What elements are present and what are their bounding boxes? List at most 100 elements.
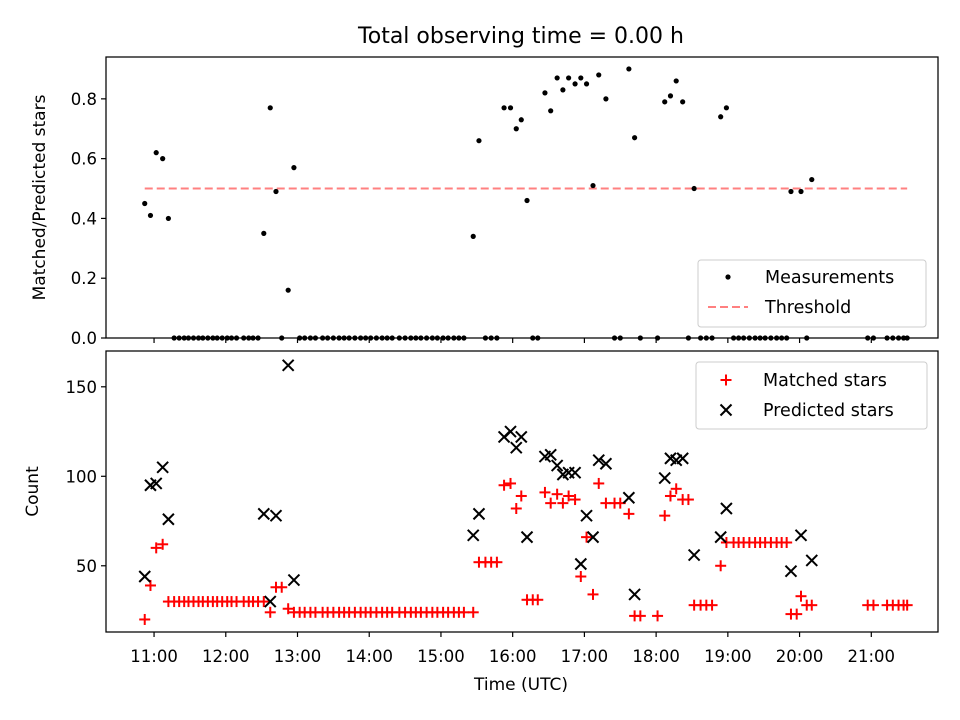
bottom-legend-box [695, 361, 928, 430]
matched-star-point [264, 606, 276, 618]
measurement-point [680, 99, 686, 105]
measurement-point [673, 78, 679, 84]
measurement-point [554, 75, 560, 81]
predicted-star-point [281, 359, 295, 372]
measurement-point [233, 335, 240, 341]
measurement-point [494, 335, 500, 341]
matched-star-point [282, 603, 294, 615]
measurement-point [809, 176, 815, 183]
measurement-point [578, 75, 584, 81]
matched-star-point [505, 477, 517, 489]
predicted-star-point [544, 448, 557, 462]
measurement-point [513, 126, 519, 132]
matched-star-point [682, 494, 694, 506]
matched-star-point [623, 508, 635, 520]
predicted-star-point [264, 595, 277, 608]
measurement-point [518, 117, 524, 123]
measurement-point [451, 335, 457, 341]
measurement-point [408, 335, 414, 341]
matched-star-point [806, 599, 818, 611]
measurement-point [723, 105, 730, 111]
measurement-point [590, 182, 596, 189]
predicted-star-point [520, 530, 534, 544]
measurement-point [890, 335, 896, 341]
chart-title: Total observing time = 0.00 h [357, 24, 684, 49]
measurement-point [325, 335, 331, 341]
measurement-point [291, 165, 297, 171]
measurement-point [476, 138, 482, 144]
top-panel: 0.00.20.40.60.8 Matched/Predicted stars … [30, 56, 939, 348]
bottom-panel: 50 100 150 11:00 12:00 13:00 14:00 15:00 16:00 1… [23, 350, 939, 695]
predicted-star-point [287, 573, 301, 587]
measurement-point [429, 335, 435, 341]
measurement-point [548, 108, 554, 114]
measurement-point [697, 335, 704, 341]
matched-star-point [563, 490, 575, 502]
measurement-point [181, 335, 187, 341]
measurement-point [611, 335, 618, 341]
measurement-point [320, 335, 326, 341]
measurement-point [246, 335, 252, 341]
measurement-point [865, 335, 871, 341]
matched-star-point [157, 538, 169, 550]
measurement-point [219, 335, 225, 341]
matched-star-point [652, 610, 664, 622]
matched-star-point [557, 497, 569, 509]
measurement-point [261, 230, 267, 236]
top-y-axis-label: Matched/Predicted stars [30, 94, 50, 300]
bottom-y-axis-label: Count [23, 466, 43, 517]
bottom-x-tick-label: 12:00 [202, 647, 250, 666]
measurement-point [346, 335, 352, 341]
predicted-star-point [794, 529, 808, 542]
matched-star-point [575, 571, 587, 583]
matched-star-point [276, 581, 288, 593]
top-legend: Measurements Threshold [697, 259, 927, 328]
measurement-point [560, 87, 566, 93]
matched-star-point [510, 503, 522, 515]
measurement-point [779, 335, 785, 341]
measurement-point [637, 335, 643, 341]
measurement-point [352, 335, 358, 341]
top-y-tick-label: 0.4 [71, 209, 97, 228]
measurement-point [482, 335, 489, 341]
legend-threshold-label: Threshold [764, 298, 851, 318]
measurement-point [461, 335, 467, 341]
measurement-point [336, 335, 342, 341]
matched-star-point [587, 588, 599, 600]
legend-matched-marker [720, 374, 732, 386]
measurement-point [434, 335, 440, 341]
matched-star-point [545, 497, 557, 509]
measurement-point [418, 335, 424, 341]
measurement-point [900, 335, 907, 341]
measurement-point [250, 335, 256, 341]
top-legend-box [697, 259, 927, 328]
measurement-point [341, 335, 347, 341]
measurement-point [784, 335, 790, 341]
top-y-tick-label: 0.2 [71, 269, 97, 288]
measurement-point [195, 335, 202, 341]
measurement-point [507, 105, 514, 111]
measurement-point [904, 335, 910, 341]
predicted-star-point [586, 530, 600, 544]
measurement-point [788, 188, 794, 195]
measurement-point [330, 335, 336, 341]
measurement-point [312, 335, 319, 341]
measurement-point [736, 335, 742, 341]
measurement-point [530, 335, 536, 341]
predicted-star-point [156, 461, 169, 474]
matched-star-point [593, 477, 605, 489]
predicted-star-point [257, 507, 271, 521]
predicted-star-point [568, 466, 582, 479]
measurement-point [768, 335, 774, 341]
x-axis-label: Time (UTC) [473, 675, 568, 695]
bottom-x-tick-label: 17:00 [561, 647, 609, 666]
measurement-point [142, 200, 148, 207]
predicted-star-point [472, 507, 486, 521]
bottom-x-tick-label: 18:00 [632, 647, 680, 666]
measurement-point [190, 335, 197, 341]
measurement-point [273, 188, 279, 195]
measurement-point [535, 335, 541, 341]
measurement-point [171, 335, 177, 341]
measurement-point [363, 335, 369, 341]
predicted-star-point [687, 548, 701, 562]
